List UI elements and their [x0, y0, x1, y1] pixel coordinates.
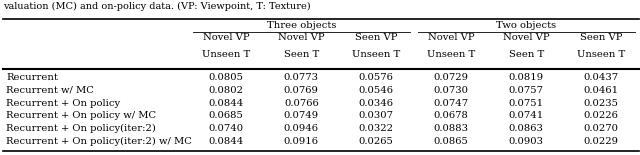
- Text: Recurrent + On policy w/ MC: Recurrent + On policy w/ MC: [6, 111, 157, 120]
- Text: Recurrent + On policy: Recurrent + On policy: [6, 99, 120, 108]
- Text: Unseen T: Unseen T: [352, 50, 401, 59]
- Text: 0.0766: 0.0766: [284, 99, 319, 108]
- Text: 0.0546: 0.0546: [359, 86, 394, 95]
- Text: Seen VP: Seen VP: [580, 33, 623, 42]
- Text: 0.0729: 0.0729: [434, 73, 468, 82]
- Text: 0.0322: 0.0322: [359, 124, 394, 133]
- Text: 0.0946: 0.0946: [284, 124, 319, 133]
- Text: 0.0265: 0.0265: [359, 137, 394, 146]
- Text: Recurrent + On policy(iter:2): Recurrent + On policy(iter:2): [6, 124, 156, 133]
- Text: 0.0865: 0.0865: [434, 137, 468, 146]
- Text: 0.0844: 0.0844: [209, 99, 244, 108]
- Text: 0.0751: 0.0751: [509, 99, 544, 108]
- Text: Unseen T: Unseen T: [577, 50, 625, 59]
- Text: 0.0235: 0.0235: [584, 99, 619, 108]
- Text: Two objects: Two objects: [496, 21, 556, 30]
- Text: 0.0730: 0.0730: [434, 86, 468, 95]
- Text: 0.0749: 0.0749: [284, 111, 319, 120]
- Text: 0.0685: 0.0685: [209, 111, 244, 120]
- Text: 0.0678: 0.0678: [434, 111, 468, 120]
- Text: Unseen T: Unseen T: [202, 50, 250, 59]
- Text: Novel VP: Novel VP: [428, 33, 475, 42]
- Text: 0.0229: 0.0229: [584, 137, 619, 146]
- Text: Seen T: Seen T: [509, 50, 544, 59]
- Text: Recurrent w/ MC: Recurrent w/ MC: [6, 86, 94, 95]
- Text: 0.0576: 0.0576: [359, 73, 394, 82]
- Text: 0.0307: 0.0307: [359, 111, 394, 120]
- Text: 0.0916: 0.0916: [284, 137, 319, 146]
- Text: Recurrent + On policy(iter:2) w/ MC: Recurrent + On policy(iter:2) w/ MC: [6, 137, 192, 146]
- Text: Seen T: Seen T: [284, 50, 319, 59]
- Text: 0.0903: 0.0903: [509, 137, 544, 146]
- Text: valuation (MC) and on-policy data. (VP: Viewpoint, T: Texture): valuation (MC) and on-policy data. (VP: …: [3, 2, 311, 11]
- Text: Seen VP: Seen VP: [355, 33, 397, 42]
- Text: 0.0741: 0.0741: [509, 111, 544, 120]
- Text: 0.0802: 0.0802: [209, 86, 244, 95]
- Text: Novel VP: Novel VP: [278, 33, 324, 42]
- Text: Three objects: Three objects: [267, 21, 336, 30]
- Text: 0.0773: 0.0773: [284, 73, 319, 82]
- Text: 0.0346: 0.0346: [359, 99, 394, 108]
- Text: 0.0883: 0.0883: [434, 124, 468, 133]
- Text: 0.0747: 0.0747: [434, 99, 469, 108]
- Text: Novel VP: Novel VP: [203, 33, 250, 42]
- Text: 0.0805: 0.0805: [209, 73, 244, 82]
- Text: Unseen T: Unseen T: [427, 50, 476, 59]
- Text: 0.0437: 0.0437: [584, 73, 619, 82]
- Text: 0.0461: 0.0461: [584, 86, 619, 95]
- Text: 0.0769: 0.0769: [284, 86, 319, 95]
- Text: 0.0740: 0.0740: [209, 124, 244, 133]
- Text: 0.0270: 0.0270: [584, 124, 619, 133]
- Text: 0.0226: 0.0226: [584, 111, 619, 120]
- Text: Recurrent: Recurrent: [6, 73, 58, 82]
- Text: Novel VP: Novel VP: [503, 33, 550, 42]
- Text: 0.0819: 0.0819: [509, 73, 544, 82]
- Text: 0.0844: 0.0844: [209, 137, 244, 146]
- Text: 0.0863: 0.0863: [509, 124, 543, 133]
- Text: 0.0757: 0.0757: [509, 86, 544, 95]
